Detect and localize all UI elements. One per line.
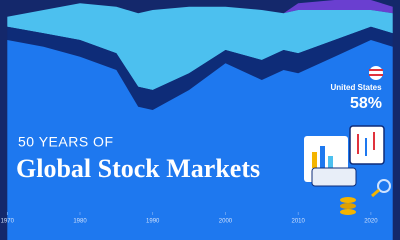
area bbox=[7, 26, 393, 111]
coin bbox=[340, 197, 356, 203]
magnifier bbox=[377, 179, 391, 193]
flag-stripe bbox=[369, 69, 383, 71]
flag-stripe bbox=[369, 74, 383, 76]
x-tick-label: 2010 bbox=[292, 219, 306, 225]
areas bbox=[7, 0, 393, 240]
series-label: United States bbox=[330, 83, 382, 92]
icon-bar bbox=[312, 152, 317, 168]
illustration bbox=[304, 125, 391, 215]
flag-icon bbox=[369, 66, 383, 80]
magnifier-handle bbox=[371, 188, 380, 198]
coin bbox=[340, 209, 356, 215]
x-tick-label: 2020 bbox=[364, 219, 378, 225]
x-tick-label: 1970 bbox=[1, 219, 15, 225]
x-tick-label: 2000 bbox=[219, 219, 233, 225]
x-tick-label: 1990 bbox=[146, 219, 160, 225]
icon-bar bbox=[328, 156, 333, 168]
area bbox=[7, 40, 393, 240]
x-tick-label: 1980 bbox=[73, 219, 87, 225]
area bbox=[7, 0, 393, 17]
area bbox=[7, 3, 393, 90]
value-label: 58% bbox=[350, 95, 382, 112]
chart-title: Global Stock Markets bbox=[16, 154, 260, 183]
coin bbox=[340, 203, 356, 209]
icon-bar bbox=[320, 146, 325, 168]
chart-subtitle: 50 YEARS OF bbox=[18, 134, 114, 150]
typewriter bbox=[311, 167, 357, 187]
